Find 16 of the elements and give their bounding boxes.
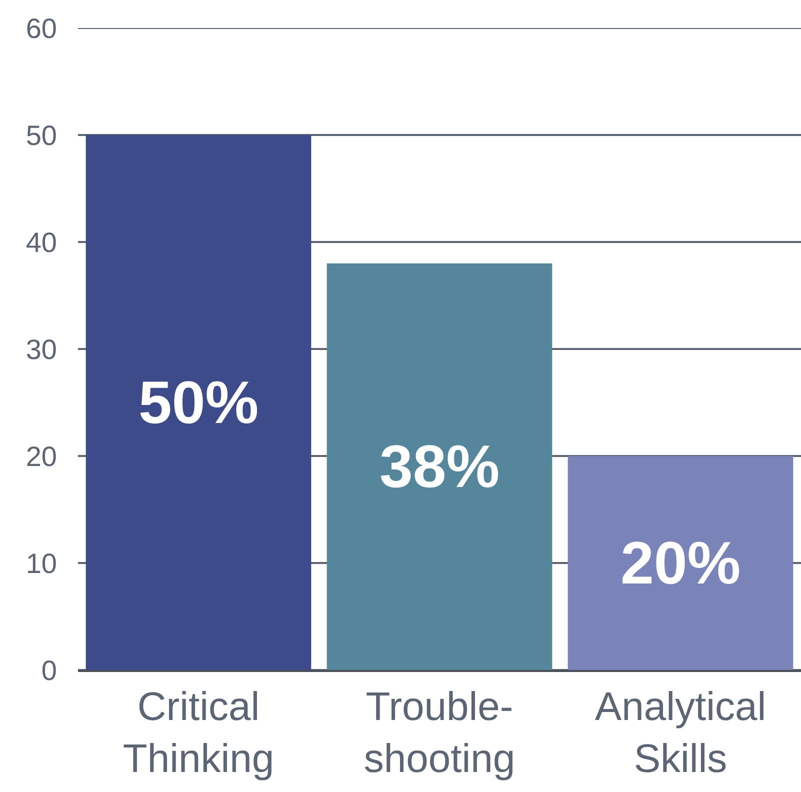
y-tick-label: 20 [26, 440, 57, 472]
x-tick-label: Analytical Skills [594, 685, 766, 781]
y-tick-label: 50 [26, 120, 57, 151]
data-label: 50% [138, 369, 259, 436]
y-tick-label: 40 [26, 226, 57, 258]
data-label: 20% [620, 530, 741, 596]
y-tick-label: 0 [41, 654, 57, 686]
bar [326, 263, 552, 670]
data-label: 38% [379, 433, 500, 500]
x-tick-label: Critical Thinking [122, 685, 274, 781]
x-tick-label: Trouble-shooting [364, 685, 516, 781]
y-tick-label: 10 [26, 548, 57, 579]
bar [568, 456, 794, 670]
y-tick-label: 30 [26, 334, 57, 365]
y-tick-label: 60 [26, 12, 57, 44]
bar [86, 135, 312, 670]
